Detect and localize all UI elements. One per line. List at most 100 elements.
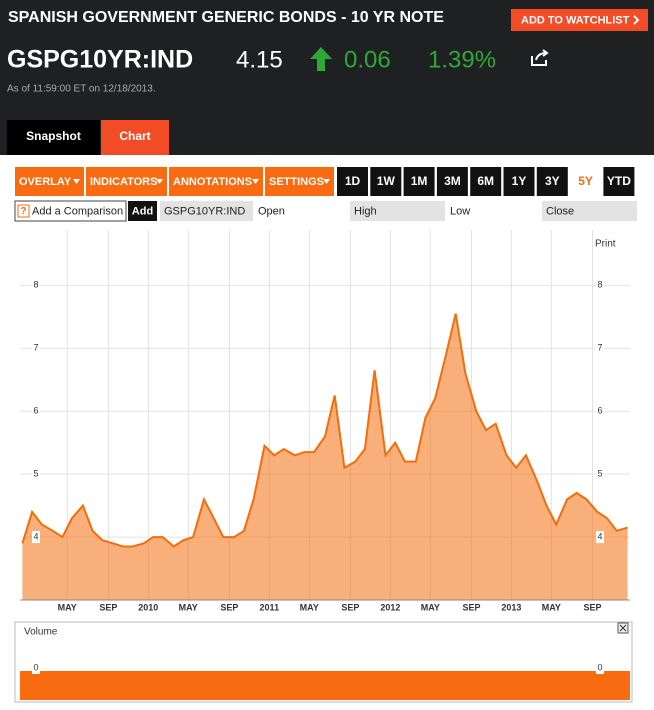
range-label[interactable]: 1Y (512, 174, 527, 188)
tab[interactable] (7, 120, 100, 155)
range-label[interactable]: 1D (345, 174, 361, 188)
y-tick-box (596, 405, 604, 418)
range-button[interactable] (403, 167, 435, 196)
x-tick-label: 2011 (260, 602, 280, 612)
comparison-placeholder[interactable]: Add a Comparison (32, 205, 123, 217)
area (22, 313, 628, 600)
y-tick-box (32, 279, 40, 292)
range-button[interactable] (536, 167, 568, 196)
print-link[interactable]: Print (595, 239, 616, 250)
y-tick-box (596, 468, 604, 481)
range-button[interactable] (603, 167, 635, 196)
menu-label[interactable]: ANNOTATIONS (173, 176, 252, 188)
range-label[interactable]: 1M (411, 174, 428, 188)
y-tick-label: 5 (597, 469, 602, 479)
x-tick-label: SEP (583, 602, 601, 612)
x-tick-label: SEP (220, 602, 238, 612)
x-tick-label: SEP (99, 602, 117, 612)
watchlist-label[interactable]: ADD TO WATCHLIST (521, 14, 630, 26)
timestamp: As of 11:59:00 ET on 12/18/2013. (7, 84, 156, 95)
range-label[interactable]: 3Y (545, 174, 560, 188)
x-tick-label: MAY (58, 602, 77, 612)
menu-button[interactable] (86, 167, 167, 196)
menu-caret (323, 179, 330, 184)
y-tick-label: 5 (33, 469, 38, 479)
range-label[interactable]: 6M (477, 174, 494, 188)
watchlist-button[interactable] (511, 9, 648, 31)
change: 0.06 (344, 46, 391, 73)
y-tick-box (32, 662, 40, 674)
y-tick-label: 6 (33, 406, 38, 416)
x-tick-label: MAY (542, 602, 561, 612)
range-label[interactable]: 1W (377, 174, 396, 188)
y-tick-box (596, 662, 604, 674)
ticker: GSPG10YR:IND (7, 46, 193, 74)
field-label: Close (546, 205, 574, 217)
menu-caret (156, 179, 163, 184)
comparison-input[interactable] (14, 200, 127, 222)
symbol-box (160, 201, 253, 221)
volume-tick-label: 0 (597, 662, 602, 672)
close-x (619, 624, 627, 632)
menu-button[interactable] (265, 167, 334, 196)
volume-panel (14, 621, 633, 703)
range-label[interactable]: YTD (607, 174, 631, 188)
symbol: GSPG10YR:IND (164, 205, 245, 217)
y-tick-label: 8 (597, 280, 602, 290)
share-icon[interactable] (531, 49, 549, 66)
y-tick-box (596, 531, 604, 544)
range-button[interactable] (470, 167, 502, 196)
line (21, 313, 628, 548)
field-label: Low (450, 205, 470, 217)
range-button[interactable] (436, 167, 468, 196)
field-label: Open (258, 205, 285, 217)
x-tick-label: MAY (421, 602, 440, 612)
x-tick-label: 2012 (380, 602, 400, 612)
y-tick-label: 6 (597, 406, 602, 416)
y-tick-label: 8 (33, 280, 38, 290)
volume-label: Volume (24, 627, 58, 638)
menu-label[interactable]: INDICATORS (90, 176, 157, 188)
title: SPANISH GOVERNMENT GENERIC BONDS - 10 YR… (8, 9, 444, 26)
add-button[interactable] (128, 201, 157, 221)
volume-bar (20, 671, 630, 700)
y-tick-box (596, 279, 604, 292)
tab-label[interactable]: Chart (119, 129, 150, 143)
volume-tick-label: 0 (33, 662, 38, 672)
x-tick-label: SEP (341, 602, 359, 612)
range-label[interactable]: 3M (444, 174, 461, 188)
x-tick-label: MAY (300, 602, 319, 612)
range-button[interactable] (370, 167, 402, 196)
price: 4.15 (236, 46, 283, 73)
range-button[interactable] (337, 167, 368, 196)
x-tick-label: SEP (462, 602, 480, 612)
change-percent: 1.39% (428, 46, 496, 73)
menu-label[interactable]: SETTINGS (269, 176, 324, 188)
y-tick-label: 4 (597, 531, 602, 541)
tab[interactable] (101, 120, 169, 155)
tab-label[interactable]: Snapshot (26, 129, 81, 143)
field-box (542, 201, 637, 221)
menu-caret (252, 179, 259, 184)
menu-button[interactable] (15, 167, 84, 196)
up-arrow (310, 47, 332, 71)
range-label[interactable]: 5Y (578, 174, 593, 188)
help-box (17, 204, 30, 218)
y-tick-label: 7 (597, 343, 602, 353)
add-label[interactable]: Add (132, 205, 153, 217)
y-tick-label: 7 (33, 343, 38, 353)
field-label: High (354, 205, 377, 217)
menu-label[interactable]: OVERLAY (19, 176, 72, 188)
y-tick-box (32, 405, 40, 418)
menu-button[interactable] (169, 167, 263, 196)
y-tick-box (32, 531, 40, 544)
y-tick-label: 4 (33, 531, 38, 541)
x-tick-label: 2010 (138, 602, 158, 612)
y-tick-box (32, 468, 40, 481)
field-box (350, 201, 445, 221)
range-button[interactable] (570, 167, 602, 196)
y-tick-box (32, 342, 40, 355)
range-button[interactable] (503, 167, 535, 196)
